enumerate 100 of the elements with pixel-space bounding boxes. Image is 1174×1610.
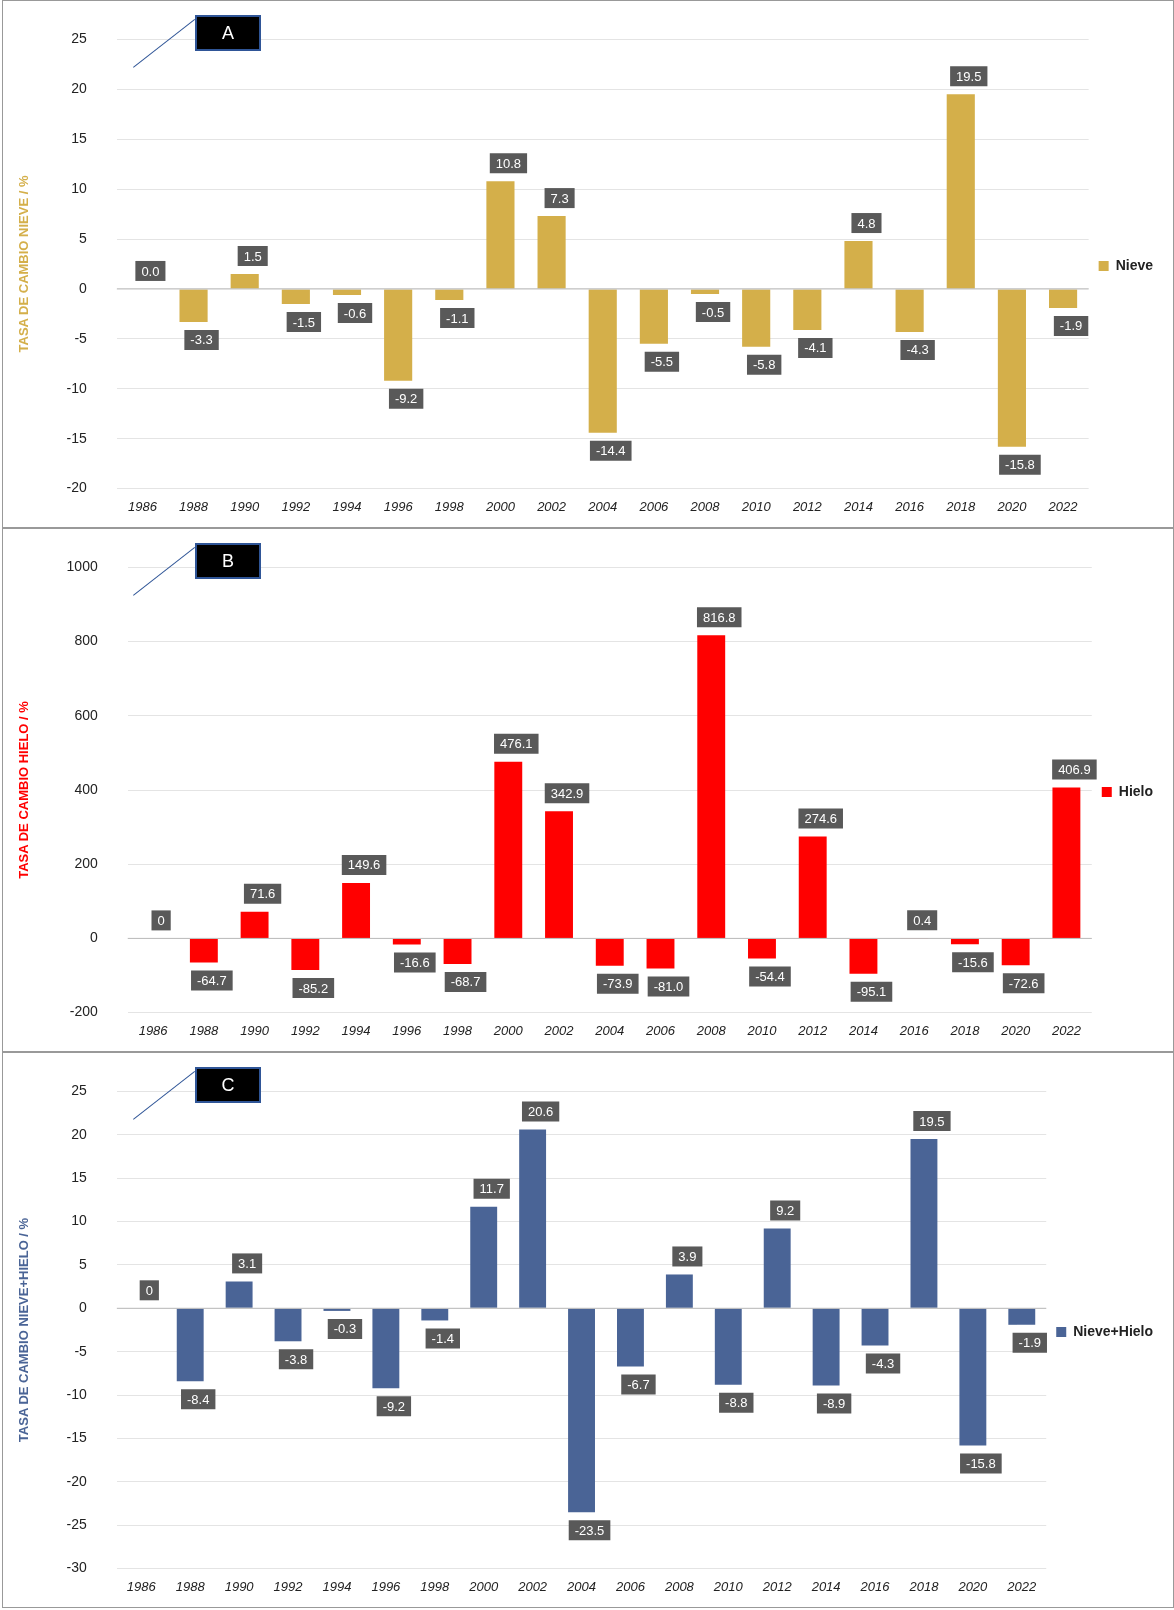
data-label: 0.4 xyxy=(913,912,932,928)
x-tick-label: 2012 xyxy=(791,499,823,515)
data-label: -0.3 xyxy=(333,1321,357,1337)
y-tick-label: -5 xyxy=(74,1342,88,1359)
x-tick-label: 1988 xyxy=(179,499,209,515)
x-tick-label: 2014 xyxy=(847,1023,878,1039)
x-tick-label: 1986 xyxy=(127,499,158,515)
y-tick-label: -30 xyxy=(66,1559,88,1576)
x-tick-label: 2004 xyxy=(566,1579,596,1595)
data-label: -5.8 xyxy=(752,357,776,373)
x-tick-label: 2004 xyxy=(594,1023,625,1039)
data-label: -8.4 xyxy=(187,1391,210,1407)
x-tick-label: 2012 xyxy=(797,1023,828,1039)
data-label: 274.6 xyxy=(804,811,837,827)
y-axis-title: TASA DE CAMBIO HIELO / % xyxy=(16,700,32,879)
x-tick-label: 1986 xyxy=(138,1023,169,1039)
x-tick-label: 2008 xyxy=(695,1023,727,1039)
x-tick-label: 1990 xyxy=(224,1579,255,1595)
x-tick-label: 1992 xyxy=(273,1579,304,1595)
x-tick-label: 1990 xyxy=(230,499,260,515)
data-label: 0.0 xyxy=(141,263,160,279)
y-tick-label: -5 xyxy=(74,329,88,346)
data-label: -72.6 xyxy=(1008,975,1039,991)
data-label: 10.8 xyxy=(495,155,522,171)
data-label: -85.2 xyxy=(298,980,329,996)
y-tick-label: 25 xyxy=(71,1082,88,1099)
x-tick-label: 2000 xyxy=(468,1579,499,1595)
data-label: -0.6 xyxy=(343,305,367,321)
data-label: 816.8 xyxy=(702,609,736,625)
data-label: 7.3 xyxy=(550,190,569,206)
data-label: -3.8 xyxy=(284,1351,308,1367)
y-tick-label: -10 xyxy=(66,1385,88,1402)
x-tick-label: 1990 xyxy=(240,1023,270,1039)
x-tick-label: 2006 xyxy=(645,1023,676,1039)
x-tick-label: 1998 xyxy=(443,1023,473,1039)
x-tick-label: 2014 xyxy=(843,499,873,515)
y-tick-label: 20 xyxy=(71,80,88,97)
y-tick-label: -15 xyxy=(66,429,88,446)
x-tick-label: 1996 xyxy=(392,1023,423,1039)
data-label: -54.4 xyxy=(755,969,785,985)
y-tick-label: -25 xyxy=(66,1516,88,1533)
x-tick-label: 1998 xyxy=(434,499,465,515)
y-tick-label: 10 xyxy=(71,179,88,196)
x-tick-label: 1996 xyxy=(383,499,414,515)
y-tick-label: -20 xyxy=(66,479,88,496)
x-tick-label: 1986 xyxy=(126,1579,157,1595)
data-label: -1.9 xyxy=(1018,1335,1041,1351)
x-tick-label: 2006 xyxy=(614,1579,646,1595)
x-tick-label: 2004 xyxy=(587,499,618,515)
data-label: -9.2 xyxy=(394,391,418,407)
x-tick-label: 2018 xyxy=(908,1579,940,1595)
y-tick-label: -200 xyxy=(69,1003,98,1020)
data-label: -4.3 xyxy=(871,1356,895,1372)
y-tick-label: 0 xyxy=(79,1299,88,1316)
x-tick-label: 1992 xyxy=(281,499,312,515)
x-tick-label: 2002 xyxy=(517,1579,548,1595)
data-label: -5.5 xyxy=(650,354,674,370)
y-axis-title: TASA DE CAMBIO NIEVE+HIELO / % xyxy=(16,1217,32,1443)
x-tick-label: 1994 xyxy=(322,1579,352,1595)
y-tick-label: 20 xyxy=(71,1125,88,1142)
annotation: C xyxy=(195,1067,261,1103)
data-label: -81.0 xyxy=(653,979,684,995)
y-tick-label: 200 xyxy=(74,855,98,872)
x-tick-label: 2006 xyxy=(638,499,670,515)
x-tick-label: 2002 xyxy=(536,499,567,515)
y-tick-label: -15 xyxy=(66,1429,88,1446)
data-label: 0 xyxy=(157,912,165,928)
y-tick-label: 25 xyxy=(71,30,88,47)
x-tick-label: 2002 xyxy=(543,1023,575,1039)
data-label: -1.4 xyxy=(431,1331,454,1347)
data-label: 3.9 xyxy=(678,1249,697,1265)
x-tick-label: 2010 xyxy=(740,499,772,515)
data-label: 149.6 xyxy=(347,857,381,873)
x-tick-label: 2010 xyxy=(712,1579,744,1595)
annotation: B xyxy=(195,543,261,579)
data-label: -95.1 xyxy=(856,984,887,1000)
data-label: 4.8 xyxy=(857,215,876,231)
annotation: A xyxy=(195,15,261,51)
data-label: -4.3 xyxy=(906,342,929,358)
y-tick-label: 0 xyxy=(79,279,88,296)
data-label: 406.9 xyxy=(1058,762,1091,778)
data-label: -64.7 xyxy=(197,972,227,988)
data-label: 476.1 xyxy=(500,736,533,752)
x-tick-label: 2016 xyxy=(894,499,925,515)
data-label: -8.8 xyxy=(725,1395,748,1411)
x-tick-label: 2018 xyxy=(945,499,976,515)
legend-label: Nieve xyxy=(1115,256,1154,273)
data-label: -1.5 xyxy=(292,314,316,330)
data-label: 71.6 xyxy=(249,886,276,902)
y-axis-title: TASA DE CAMBIO NIEVE / % xyxy=(16,175,32,353)
x-tick-label: 1994 xyxy=(332,499,362,515)
x-tick-label: 1996 xyxy=(371,1579,402,1595)
x-tick-label: 2022 xyxy=(1050,1023,1082,1039)
x-tick-label: 2008 xyxy=(663,1579,695,1595)
y-tick-label: 0 xyxy=(89,929,98,946)
x-tick-label: 2022 xyxy=(1047,499,1079,515)
y-tick-label: 600 xyxy=(74,706,98,723)
data-label: -23.5 xyxy=(574,1522,605,1538)
data-label: -0.5 xyxy=(701,304,725,320)
y-tick-label: -20 xyxy=(66,1472,88,1489)
